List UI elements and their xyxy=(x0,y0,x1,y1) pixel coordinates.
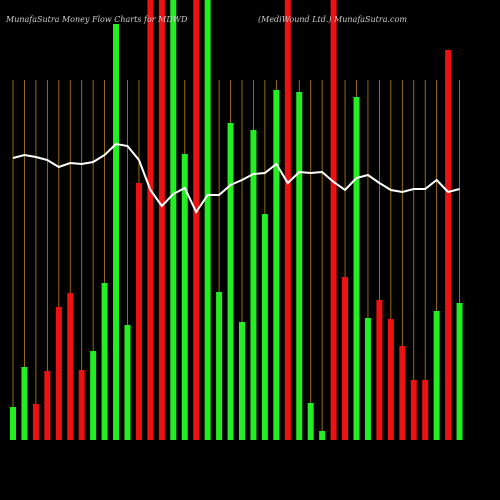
bar xyxy=(445,50,452,440)
bar xyxy=(32,404,39,440)
bar xyxy=(181,154,188,440)
bar xyxy=(387,319,394,440)
bar xyxy=(227,123,234,440)
chart-title: MunafaSutra Money Flow Charts for MDWD xyxy=(5,15,188,24)
bar xyxy=(21,367,28,440)
bar xyxy=(113,24,120,440)
bar xyxy=(433,311,440,440)
bar xyxy=(124,325,131,440)
bar xyxy=(261,214,268,440)
bar xyxy=(90,351,97,440)
bars xyxy=(10,0,463,440)
bar xyxy=(376,300,383,440)
bar xyxy=(353,97,360,440)
bar xyxy=(170,0,177,440)
bar xyxy=(147,0,154,440)
bar xyxy=(135,183,142,440)
bar xyxy=(44,371,51,440)
bar xyxy=(399,346,406,440)
bar xyxy=(364,318,371,440)
bar xyxy=(193,0,200,440)
money-flow-line xyxy=(12,142,460,215)
bar xyxy=(330,0,337,440)
bar xyxy=(456,303,463,440)
bar xyxy=(101,283,108,440)
bar xyxy=(422,380,429,440)
bar xyxy=(10,407,16,440)
bar xyxy=(410,380,417,440)
bar xyxy=(67,293,74,440)
bar xyxy=(158,0,165,440)
bar xyxy=(284,0,291,440)
lines xyxy=(12,142,460,215)
bar xyxy=(78,370,85,440)
bar xyxy=(296,92,303,440)
bar xyxy=(319,431,326,440)
chart-subtitle: (MediWound Ltd.) MunafaSutra.com xyxy=(258,15,407,24)
bar xyxy=(250,130,257,440)
bar xyxy=(204,0,211,440)
bar xyxy=(55,307,62,440)
bar xyxy=(273,90,280,440)
bar xyxy=(307,403,314,440)
bar xyxy=(216,292,223,440)
bar xyxy=(342,277,349,440)
bar xyxy=(239,322,245,440)
